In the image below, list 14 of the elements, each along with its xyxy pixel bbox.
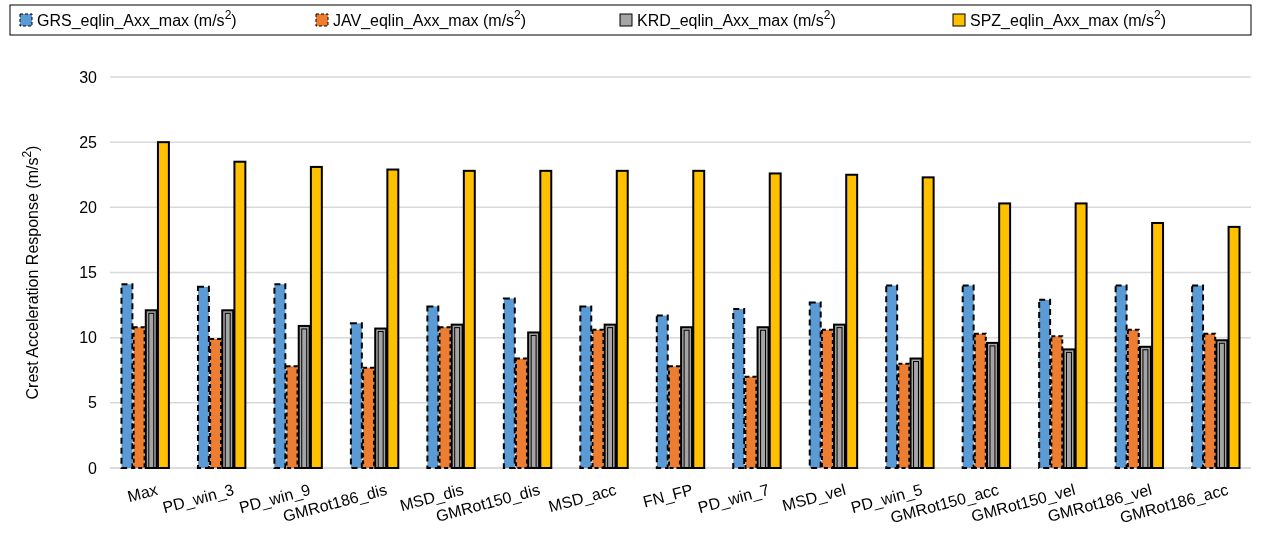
legend-label: GRS_eqlin_Axx_max (m/s$^{2}$) xyxy=(37,8,237,30)
x-tick-label: MSD_acc xyxy=(546,480,619,517)
y-tick-label: 10 xyxy=(79,329,98,347)
y-tick-label: 0 xyxy=(88,459,98,477)
y-tick-label: 5 xyxy=(88,394,98,412)
y-tick-label: 30 xyxy=(79,68,98,86)
legend-label: SPZ_eqlin_Axx_max (m/s$^{2}$) xyxy=(970,8,1167,30)
legend-label: JAV_eqlin_Axx_max (m/s$^{2}$) xyxy=(333,8,527,30)
x-tick-label: FN_FP xyxy=(641,480,695,512)
y-tick-label: 15 xyxy=(79,264,98,282)
legend-label: KRD_eqlin_Axx_max (m/s$^{2}$) xyxy=(637,8,836,30)
y-tick-label: 20 xyxy=(79,198,98,216)
y-tick-label: 25 xyxy=(79,133,98,151)
x-tick-label: Max xyxy=(125,480,160,506)
